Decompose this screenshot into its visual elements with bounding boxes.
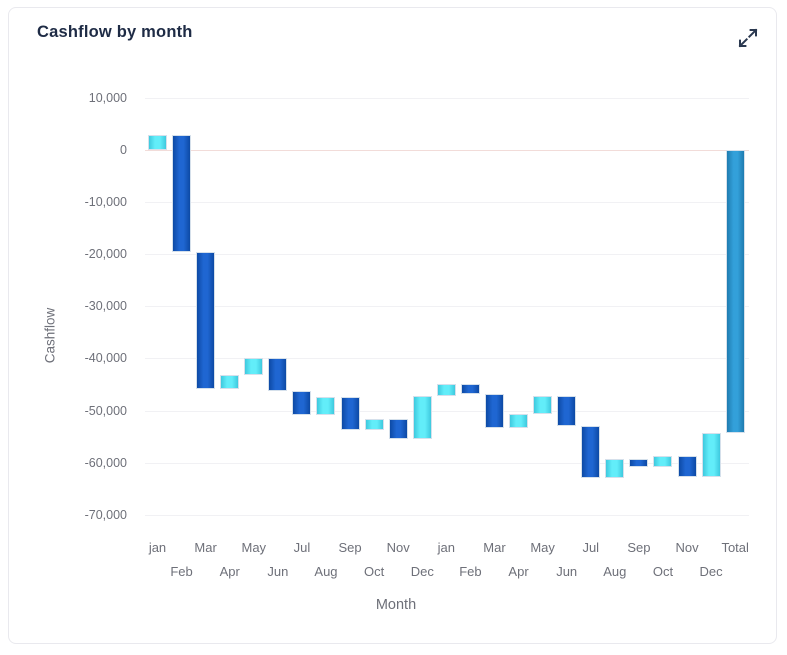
bar-aug-y2[interactable] <box>605 459 625 479</box>
bar-total[interactable] <box>725 150 745 434</box>
bar-may-y1[interactable] <box>244 357 264 375</box>
bar-nov-y2[interactable] <box>677 456 697 477</box>
cashflow-card: Cashflow by month <box>8 7 777 644</box>
bar-jun-y1[interactable] <box>268 357 288 392</box>
bar-dec-y2[interactable] <box>701 433 721 477</box>
expand-diagonal-arrows-icon <box>738 28 758 48</box>
bar-jan-y1[interactable] <box>148 134 167 150</box>
bar-jul-y1[interactable] <box>292 391 312 415</box>
bar-apr-y1[interactable] <box>220 374 240 389</box>
bar-dec-y1[interactable] <box>412 396 432 439</box>
bar-oct-y2[interactable] <box>653 456 673 467</box>
bar-mar-y1[interactable] <box>196 252 216 389</box>
bar-may-y2[interactable] <box>533 396 553 414</box>
bar-oct-y1[interactable] <box>364 418 384 430</box>
bar-nov-y1[interactable] <box>388 418 408 439</box>
bar-jan-y2[interactable] <box>436 383 456 397</box>
expand-button[interactable] <box>732 22 764 54</box>
bar-jun-y2[interactable] <box>557 396 577 427</box>
bar-sep-y1[interactable] <box>340 396 360 430</box>
bar-sep-y2[interactable] <box>629 459 649 467</box>
bar-jul-y2[interactable] <box>581 426 601 479</box>
bar-apr-y2[interactable] <box>509 413 529 429</box>
bar-feb-y1[interactable] <box>172 134 192 253</box>
bar-aug-y1[interactable] <box>316 396 336 415</box>
card-title: Cashflow by month <box>37 23 193 41</box>
bar-feb-y2[interactable] <box>460 383 480 394</box>
bar-mar-y2[interactable] <box>484 393 504 429</box>
